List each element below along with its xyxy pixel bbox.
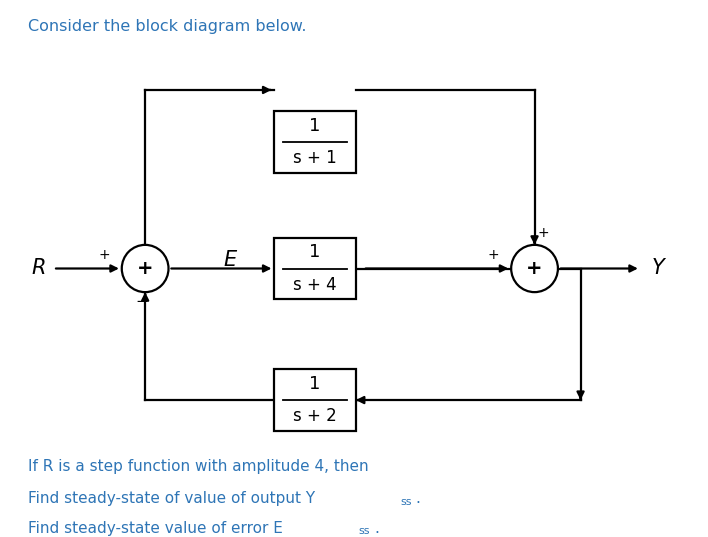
Text: +: + [488,248,499,262]
Text: +: + [526,259,543,278]
Text: 1: 1 [309,243,321,262]
FancyBboxPatch shape [275,112,356,173]
Ellipse shape [511,245,558,292]
Text: +: + [98,248,110,262]
Text: ss: ss [359,526,370,536]
Text: +: + [538,226,549,240]
Text: s + 2: s + 2 [293,407,337,425]
Text: R: R [32,258,46,279]
Text: s + 4: s + 4 [293,275,337,294]
Text: +: + [137,259,154,278]
Text: Consider the block diagram below.: Consider the block diagram below. [28,19,307,34]
Text: Find steady-state of value of output Y: Find steady-state of value of output Y [28,491,316,506]
Text: E: E [224,250,236,271]
Text: 1: 1 [309,375,321,393]
Text: Find steady-state value of error E: Find steady-state value of error E [28,521,283,536]
Text: ss: ss [400,497,412,507]
Text: −: − [135,294,148,309]
Text: .: . [375,521,379,536]
FancyBboxPatch shape [275,369,356,431]
Text: s + 1: s + 1 [293,149,337,168]
Ellipse shape [122,245,169,292]
Text: 1: 1 [309,117,321,135]
Text: Y: Y [652,258,665,279]
Text: If R is a step function with amplitude 4, then: If R is a step function with amplitude 4… [28,459,369,474]
FancyBboxPatch shape [275,237,356,300]
Text: .: . [416,491,421,506]
